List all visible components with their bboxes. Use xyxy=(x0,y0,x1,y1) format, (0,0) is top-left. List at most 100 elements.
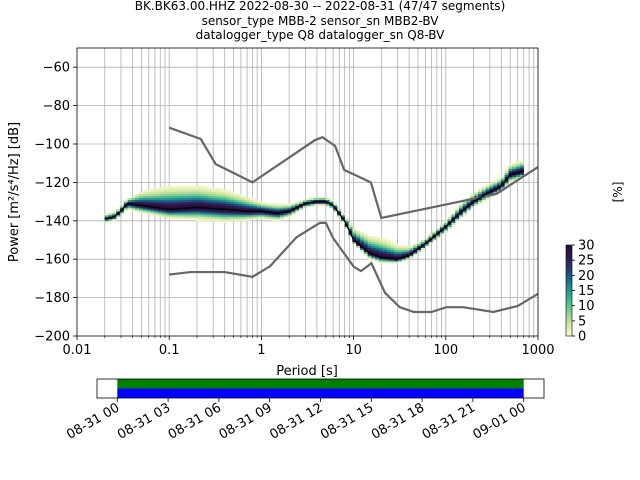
pdf-cell xyxy=(272,209,277,212)
pdf-cell xyxy=(466,203,471,206)
pdf-cell xyxy=(367,240,372,243)
pdf-cell xyxy=(154,201,159,204)
pdf-cell xyxy=(192,195,197,199)
pdf-cell xyxy=(142,197,147,200)
pdf-cell xyxy=(158,188,163,191)
pdf-cell xyxy=(199,197,205,200)
pdf-cell xyxy=(398,255,403,258)
pdf-cell xyxy=(253,213,258,216)
y-tick-label: −180 xyxy=(34,291,70,306)
pdf-cell xyxy=(260,209,266,212)
pdf-cell xyxy=(276,209,281,212)
pdf-cell xyxy=(184,190,189,193)
pdf-cell xyxy=(329,205,334,208)
pdf-cell xyxy=(165,201,170,204)
pdf-cell xyxy=(329,199,334,202)
pdf-cell xyxy=(219,192,224,195)
timeline-tick-label: 09-01 00 xyxy=(471,400,529,442)
pdf-cell xyxy=(177,215,182,218)
pdf-cell xyxy=(279,215,285,218)
pdf-cell xyxy=(123,201,128,204)
pdf-cell xyxy=(226,211,231,214)
pdf-cell xyxy=(165,193,170,197)
pdf-cell xyxy=(516,163,521,166)
pdf-cell xyxy=(154,211,159,214)
pdf-cell xyxy=(363,238,368,241)
pdf-cell xyxy=(230,216,235,220)
pdf-cell xyxy=(413,253,418,256)
pdf-cell xyxy=(359,236,365,239)
pdf-cell xyxy=(356,236,361,239)
pdf-cell xyxy=(386,247,391,250)
pdf-cell xyxy=(424,238,429,241)
pdf-cell xyxy=(245,216,250,220)
pdf-cell xyxy=(142,201,147,204)
pdf-cell xyxy=(192,203,197,206)
pdf-cell xyxy=(135,197,140,200)
pdf-cell xyxy=(203,199,208,202)
pdf-cell xyxy=(340,220,346,224)
pdf-cell xyxy=(519,163,525,166)
pdf-cell xyxy=(146,207,151,210)
pdf-cell xyxy=(283,209,288,212)
pdf-cell xyxy=(222,209,227,212)
pdf-cell xyxy=(165,216,170,220)
pdf-cell xyxy=(131,205,136,208)
pdf-cell xyxy=(184,201,189,204)
pdf-cell xyxy=(219,193,224,197)
pdf-cell xyxy=(268,213,273,216)
pdf-cell xyxy=(192,207,197,210)
pdf-cell xyxy=(519,172,525,176)
pdf-cell xyxy=(356,243,361,247)
pdf-cell xyxy=(405,247,410,250)
pdf-cell xyxy=(458,205,464,208)
pdf-cell xyxy=(203,188,208,191)
pdf-cell xyxy=(245,207,250,210)
pdf-cell xyxy=(508,163,513,166)
pdf-cell xyxy=(165,215,170,218)
pdf-cell xyxy=(321,197,326,200)
pdf-cell xyxy=(257,205,262,208)
pdf-cell xyxy=(249,203,254,206)
pdf-cell xyxy=(196,209,201,212)
pdf-cell xyxy=(158,211,163,214)
pdf-cell xyxy=(390,259,395,262)
pdf-cell xyxy=(405,249,410,252)
pdf-cell xyxy=(451,220,456,224)
pdf-cell xyxy=(371,247,376,250)
timeline-tick-label: 08-31 09 xyxy=(217,400,275,442)
pdf-cell xyxy=(378,261,384,264)
pdf-cell xyxy=(222,216,227,220)
pdf-cell xyxy=(478,199,483,202)
pdf-cell xyxy=(139,205,144,208)
pdf-cell xyxy=(382,261,387,264)
pdf-cell xyxy=(238,197,243,200)
pdf-cell xyxy=(158,199,163,202)
y-tick-label: −60 xyxy=(43,61,70,76)
pdf-cell xyxy=(405,251,410,254)
pdf-cell xyxy=(378,255,384,258)
pdf-cell xyxy=(375,259,380,262)
pdf-cell xyxy=(516,161,521,164)
pdf-cell xyxy=(215,218,220,222)
pdf-cell xyxy=(394,251,399,254)
pdf-cell xyxy=(199,205,205,208)
pdf-cell xyxy=(382,240,387,243)
pdf-cell xyxy=(203,215,208,218)
pdf-cell xyxy=(150,209,155,212)
pdf-cell xyxy=(401,251,406,254)
pdf-cell xyxy=(211,215,216,218)
pdf-cell xyxy=(188,207,193,210)
pdf-cell xyxy=(104,218,109,222)
timeline-tick-label: 08-31 00 xyxy=(64,400,122,442)
pdf-cell xyxy=(169,216,174,220)
pdf-cell xyxy=(104,215,109,218)
pdf-cell xyxy=(462,203,467,206)
pdf-cell xyxy=(169,192,174,195)
pdf-cell xyxy=(104,213,109,216)
pdf-cell xyxy=(352,228,357,231)
pdf-cell xyxy=(230,197,235,200)
